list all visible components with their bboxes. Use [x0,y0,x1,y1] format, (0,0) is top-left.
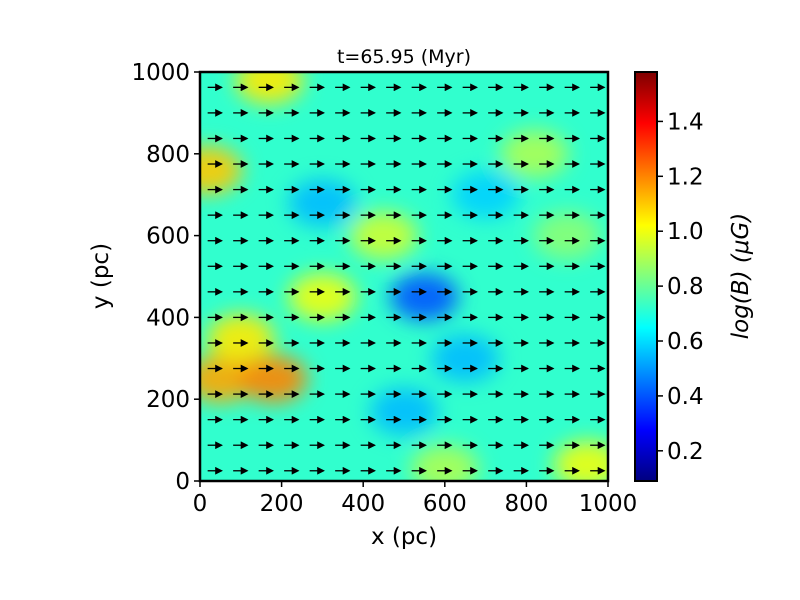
y-tick-label: 400 [146,305,190,331]
y-axis-ticks: 0 200 400 600 800 1000 [131,60,200,495]
colorbar-tick-label: 0.4 [667,384,704,410]
heatmap-feature [500,129,569,178]
heatmap-feature [370,387,438,436]
colorbar-label: log(B) (μG) [728,213,754,340]
field-arrows [207,83,606,475]
chart-title: t=65.95 (Myr) [337,46,471,68]
heatmap-feature [390,272,459,321]
y-tick-label: 600 [146,224,190,250]
heatmap-feature [349,211,418,260]
y-tick-label: 0 [175,469,190,495]
colorbar-tick-label: 1.4 [667,109,704,135]
heatmap-feature [431,334,500,383]
heatmap-feature [288,178,357,227]
heatmap-feature [288,272,357,321]
colorbar-tick-label: 0.6 [667,329,704,355]
y-axis-label: y (pc) [88,243,114,309]
colorbar-tick-label: 1.2 [667,164,704,190]
y-tick-label: 1000 [131,60,190,86]
heatmap-feature [410,444,479,481]
heatmap-feature [239,354,308,403]
x-axis-label: x (pc) [371,524,437,550]
x-tick-label: 200 [260,491,304,517]
heatmap-feature [235,72,304,105]
heatmap-feature [206,313,275,362]
colorbar-ticks: 0.2 0.4 0.6 0.8 1.0 1.2 1.4 [657,109,704,465]
y-tick-label: 200 [146,387,190,413]
heatmap-feature [533,211,602,260]
plot-area [200,72,608,481]
x-tick-label: 800 [504,491,548,517]
x-tick-label: 0 [193,491,208,517]
heatmap-feature [451,170,520,219]
x-axis-ticks: 0 200 400 600 800 1000 [193,481,638,517]
colorbar-tick-label: 0.8 [667,274,704,300]
plot-frame [198,70,610,483]
colorbar-tick-label: 1.0 [667,219,704,245]
colorbar-tick-label: 0.2 [667,439,704,465]
colorbar [634,71,658,482]
heatmap-feature [200,146,243,195]
x-tick-label: 1000 [579,491,638,517]
x-tick-label: 400 [341,491,385,517]
y-tick-label: 800 [146,142,190,168]
x-tick-label: 600 [423,491,467,517]
